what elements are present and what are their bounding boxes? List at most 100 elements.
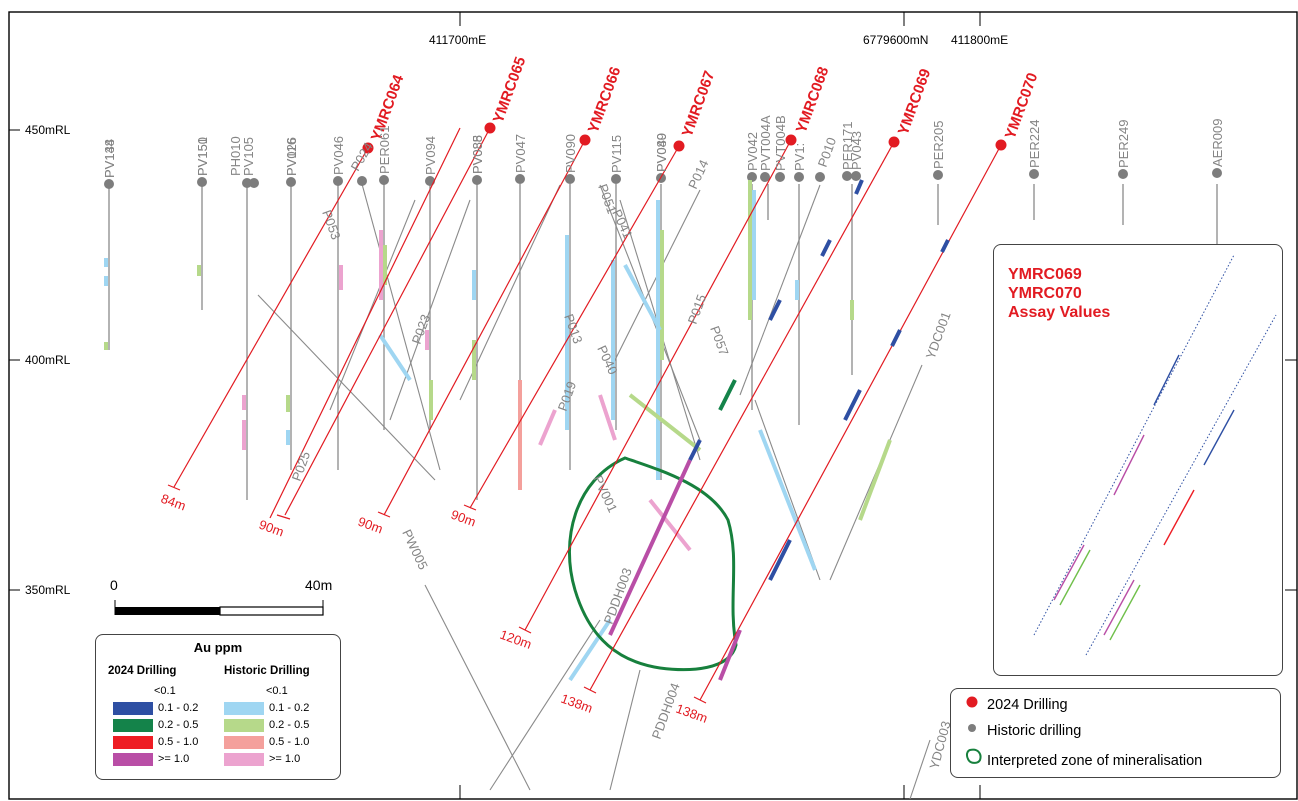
hole-label-p010: P010 [815, 135, 839, 169]
hole-label-pv042: PV042 [745, 132, 760, 171]
hole-label-pv151: PV151 [195, 137, 210, 176]
hole-label-ymrc069: YMRC069 [895, 67, 935, 138]
hole-label-pv001: PV001 [590, 473, 620, 515]
key-row-2024: 2024 Drilling [965, 695, 1068, 713]
swatch-2024-0 [113, 702, 153, 715]
historic-assay-segments [104, 180, 892, 682]
assay-title-line: YMRC070 [1008, 285, 1082, 302]
hole-label-p019: P019 [555, 379, 579, 413]
swatch-2024-3 [113, 753, 153, 766]
hole-label-p015: P015 [685, 292, 709, 326]
swatch-hist-1 [224, 719, 264, 732]
drill-traces-2024 [173, 127, 1002, 701]
red-dot-icon [965, 695, 987, 713]
legend-class-label: >= 1.0 [158, 753, 190, 765]
assay-traces [1033, 254, 1277, 656]
legend-class-label: 0.5 - 1.0 [269, 736, 310, 748]
rl-label: 450mRL [25, 123, 71, 137]
key-row-zone: Interpreted zone of mineralisation [965, 747, 1202, 769]
legend-class-label: 0.5 - 1.0 [158, 736, 199, 748]
legend-col-2024: 2024 Drilling [108, 665, 177, 677]
hole-label-per171: PER171 [840, 122, 855, 170]
swatch-hist-3 [224, 753, 264, 766]
hole-label-pv116: PV116 [284, 138, 299, 176]
hole-label-pv089: PV089 [654, 133, 669, 172]
hole-label-pv040: PV040 [654, 133, 669, 172]
hole-label-per249: PER249 [1116, 120, 1131, 168]
hole-label-pv150: PV150 [195, 137, 210, 176]
mineralisation-zone [567, 456, 738, 672]
assay-title-line: YMRC069 [1008, 266, 1082, 283]
easting-label: 411800mE [951, 33, 1008, 47]
depth-label-ymrc068: 120m [498, 627, 534, 652]
hole-label-ymrc067: YMRC067 [679, 69, 719, 140]
depth-label-ymrc070: 138m [674, 701, 710, 726]
hole-label-pv144: PV144 [102, 139, 117, 178]
hole-label-pvt004a: PVT004A [758, 115, 773, 171]
depth-label-ymrc064: 84m [159, 491, 188, 514]
legend-none-historic: <0.1 [266, 685, 288, 697]
depth-label-ymrc066: 90m [356, 514, 385, 537]
legend-class-label: 0.1 - 0.2 [158, 702, 199, 714]
hole-label-ydc001: YDC001 [923, 310, 954, 361]
hole-label-pw005: PW005 [399, 527, 431, 572]
depth-label-ymrc069: 138m [559, 691, 595, 716]
hole-label-pv088: PV088 [470, 135, 485, 174]
hole-label-pv1: PV1: [792, 143, 807, 171]
hole-label-pv085: PV085 [470, 135, 485, 174]
zone-outline-icon [965, 747, 987, 769]
hole-label-pv043: PV043 [849, 131, 864, 170]
hole-label-p041: P041 [609, 207, 635, 241]
hole-label-p057: P057 [707, 324, 731, 358]
scale-end-label: 40m [305, 577, 332, 593]
hole-label-ymrc068: YMRC068 [793, 65, 833, 136]
grade-legend: Au ppm 2024 Drilling Historic Drilling <… [95, 634, 341, 780]
legend-class-label: 0.1 - 0.2 [269, 702, 310, 714]
scale-start-label: 0 [110, 577, 118, 593]
legend-class-label: >= 1.0 [269, 753, 301, 765]
collars-2024 [362, 122, 1007, 154]
rl-label: 400mRL [25, 353, 71, 367]
hole-label-p024: P024 [348, 140, 376, 174]
hole-label-p040: P040 [594, 343, 620, 377]
depth-label-ymrc067: 90m [449, 507, 478, 530]
scale-bar: 0 40m [110, 577, 332, 616]
symbol-key: 2024 Drilling Historic drilling Interpre… [950, 688, 1281, 778]
hole-label-per224: PER224 [1027, 120, 1042, 168]
hole-label-per205: PER205 [931, 121, 946, 169]
grey-dot-icon [965, 721, 987, 739]
northing-label: 6779600mN [863, 33, 928, 47]
hole-label-pv046: PV046 [331, 136, 346, 175]
assay-title-line: Assay Values [1008, 304, 1111, 321]
swatch-hist-2 [224, 736, 264, 749]
hole-label-ph010: PH010 [228, 136, 243, 176]
hole-label-pvt004b: PVT004B [773, 115, 788, 171]
hole-label-ymrc066: YMRC066 [585, 65, 625, 136]
legend-title: Au ppm [193, 640, 243, 655]
hole-label-p053: P053 [319, 208, 343, 242]
hole-label-pv026: PV026 [284, 137, 299, 176]
hole-label-pv138: PV138 [102, 139, 117, 178]
assay-panel-title: YMRC069 YMRC070 Assay Values [1008, 265, 1110, 322]
hole-label-pv094: PV094 [423, 136, 438, 175]
easting-label: 411700mE [429, 33, 486, 47]
historic-collars [104, 168, 1222, 189]
hole-label-pv105: PV105 [241, 137, 256, 176]
key-row-historic: Historic drilling [965, 721, 1081, 739]
assay-segments-2024 [608, 179, 950, 681]
assay-values-panel: YMRC069 YMRC070 Assay Values [993, 244, 1283, 676]
historic-inclined-holes [257, 183, 931, 800]
legend-class-label: 0.2 - 0.5 [269, 719, 310, 731]
hole-label-ymrc065: YMRC065 [490, 55, 530, 126]
hole-label-p014: P014 [685, 157, 711, 191]
depth-label-ymrc065: 90m [257, 517, 286, 540]
swatch-2024-1 [113, 719, 153, 732]
swatch-2024-2 [113, 736, 153, 749]
hole-label-pv047: PV047 [513, 134, 528, 173]
legend-none-2024: <0.1 [154, 685, 176, 697]
hole-label-p013: P013 [561, 312, 585, 346]
rl-label: 350mRL [25, 583, 71, 597]
hole-label-aer009: AER009 [1210, 119, 1225, 167]
eoh-ticks [167, 484, 707, 704]
